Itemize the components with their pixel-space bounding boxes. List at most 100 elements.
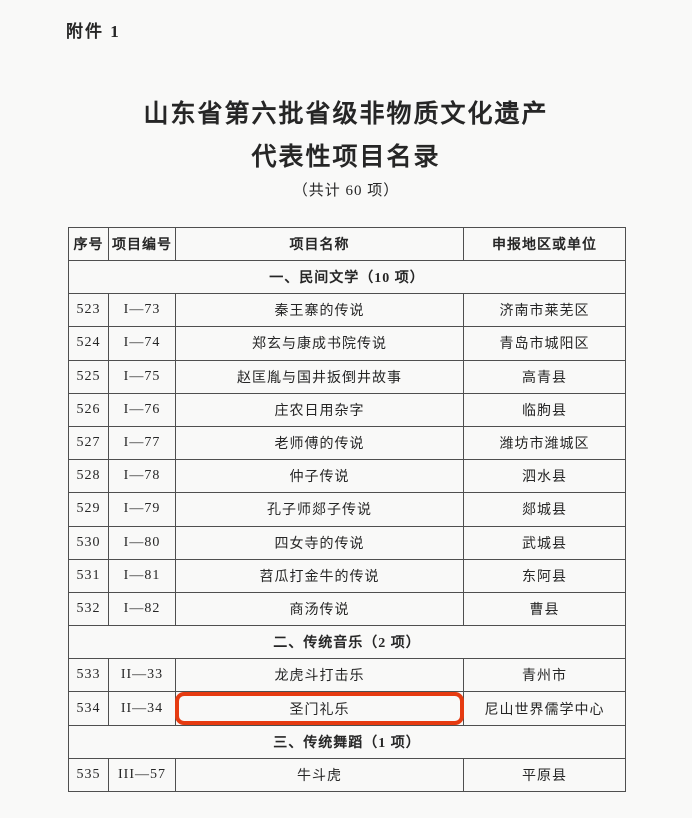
cell-unit-text: 青州市 xyxy=(522,669,567,685)
cell-name: 庄农日用杂字 xyxy=(175,392,464,427)
table-row: 529 I—79 孔子师郯子传说 郯城县 xyxy=(68,492,626,527)
cell-code-text: I—77 xyxy=(123,435,161,451)
cell-code: II—34 xyxy=(108,691,176,726)
cell-name-text: 龙虎斗打击乐 xyxy=(274,669,365,685)
header-name: 项目名称 xyxy=(175,227,464,261)
cell-no-text: 529 xyxy=(76,501,101,517)
cell-name: 秦王寨的传说 xyxy=(175,293,464,328)
cell-name: 郑玄与康成书院传说 xyxy=(175,326,464,361)
cell-code-text: I—82 xyxy=(123,600,161,616)
section-row: 三、传统舞蹈（1 项） xyxy=(68,724,626,759)
cell-unit-text: 潍坊市潍城区 xyxy=(499,437,590,453)
cell-name-text: 牛斗虎 xyxy=(297,768,342,784)
cell-no: 526 xyxy=(68,392,109,427)
cell-no-text: 523 xyxy=(76,302,101,318)
cell-code-text: I—73 xyxy=(123,302,161,318)
cell-no-text: 534 xyxy=(76,700,101,716)
table-header-row: 序号 项目编号 项目名称 申报地区或单位 xyxy=(68,227,626,261)
cell-code-text: II—34 xyxy=(120,700,164,716)
cell-unit: 郯城县 xyxy=(463,492,626,527)
cell-unit-text: 济南市莱芜区 xyxy=(499,304,590,320)
cell-unit: 高青县 xyxy=(463,359,626,394)
table-row: 534 II—34 圣门礼乐 尼山世界儒学中心 xyxy=(68,691,626,726)
table-row: 526 I—76 庄农日用杂字 临朐县 xyxy=(68,392,626,427)
cell-no-text: 533 xyxy=(76,667,101,683)
cell-code: III—57 xyxy=(108,757,176,793)
table-row: 531 I—81 苕瓜打金牛的传说 东阿县 xyxy=(68,558,626,593)
cell-code: I—74 xyxy=(108,326,176,361)
section-row: 二、传统音乐（2 项） xyxy=(68,625,626,660)
cell-code: I—80 xyxy=(108,525,176,560)
cell-unit: 青州市 xyxy=(463,658,626,693)
cell-unit-text: 临朐县 xyxy=(522,403,567,419)
cell-code: I—81 xyxy=(108,558,176,593)
cell-no-text: 535 xyxy=(76,766,101,782)
cell-no-text: 528 xyxy=(76,468,101,484)
cell-no: 535 xyxy=(68,757,109,793)
cell-no: 533 xyxy=(68,658,109,693)
cell-code-text: I—80 xyxy=(123,534,161,550)
title-line-2: 代表性项目名录 xyxy=(251,144,441,171)
header-row: 序号 项目编号 项目名称 申报地区或单位 xyxy=(68,227,626,261)
cell-unit: 尼山世界儒学中心 xyxy=(463,691,626,726)
table-row: 530 I—80 四女寺的传说 武城县 xyxy=(68,525,626,560)
heritage-table: 序号 项目编号 项目名称 申报地区或单位 一、民间文学（10 项） 523 I—73… xyxy=(68,227,626,793)
cell-code: I—76 xyxy=(108,392,176,427)
title-line-1: 山东省第六批省级非物质文化遗产 xyxy=(143,101,549,128)
cell-code: I—75 xyxy=(108,359,176,394)
cell-name: 牛斗虎 xyxy=(175,757,464,793)
table-row: 528 I—78 仲子传说 泗水县 xyxy=(68,459,626,494)
cell-no: 532 xyxy=(68,591,109,627)
subtitle-total-count: （共计 60 项） xyxy=(292,183,400,199)
cell-no: 523 xyxy=(68,293,109,328)
cell-name-text: 苕瓜打金牛的传说 xyxy=(259,569,380,585)
cell-code: I—82 xyxy=(108,591,176,627)
cell-unit: 平原县 xyxy=(463,757,626,793)
cell-code: I—78 xyxy=(108,459,176,494)
cell-no: 529 xyxy=(68,492,109,527)
cell-code-text: I—76 xyxy=(123,401,161,417)
cell-code: I—79 xyxy=(108,492,176,527)
cell-no-text: 530 xyxy=(76,534,101,550)
attachment-label: 附件 1 xyxy=(66,22,121,41)
table-row: 524 I—74 郑玄与康成书院传说 青岛市城阳区 xyxy=(68,326,626,361)
cell-code-text: I—78 xyxy=(123,468,161,484)
cell-code-text: III—57 xyxy=(118,766,166,782)
cell-name: 圣门礼乐 xyxy=(175,691,464,726)
table-row: 533 II—33 龙虎斗打击乐 青州市 xyxy=(68,658,626,693)
cell-unit: 东阿县 xyxy=(463,558,626,593)
cell-unit-text: 平原县 xyxy=(522,768,567,784)
section-label: 三、传统舞蹈（1 项） xyxy=(68,724,626,759)
cell-no: 524 xyxy=(68,326,109,361)
cell-unit: 曹县 xyxy=(463,591,626,627)
cell-code: II—33 xyxy=(108,658,176,693)
cell-name: 老师傅的传说 xyxy=(175,425,464,461)
cell-no: 534 xyxy=(68,691,109,726)
cell-name-text: 仲子传说 xyxy=(289,470,350,486)
header-code: 项目编号 xyxy=(108,227,176,261)
cell-name-text: 秦王寨的传说 xyxy=(274,304,365,320)
cell-name-text: 赵匡胤与国井扳倒井故事 xyxy=(237,370,402,386)
table-row: 527 I—77 老师傅的传说 潍坊市潍城区 xyxy=(68,425,626,461)
header-unit: 申报地区或单位 xyxy=(463,227,626,261)
cell-unit-text: 高青县 xyxy=(522,370,567,386)
cell-no: 530 xyxy=(68,525,109,560)
cell-unit: 武城县 xyxy=(463,525,626,560)
cell-name-text: 商汤传说 xyxy=(289,602,350,618)
section-row: 一、民间文学（10 项） xyxy=(68,259,626,295)
table-row: 525 I—75 赵匡胤与国井扳倒井故事 高青县 xyxy=(68,359,626,394)
cell-unit: 青岛市城阳区 xyxy=(463,326,626,361)
table-row: 532 I—82 商汤传说 曹县 xyxy=(68,591,626,627)
cell-no: 528 xyxy=(68,459,109,494)
cell-name: 赵匡胤与国井扳倒井故事 xyxy=(175,359,464,394)
section-label: 二、传统音乐（2 项） xyxy=(68,625,626,660)
cell-name-text: 四女寺的传说 xyxy=(274,536,365,552)
cell-unit-text: 曹县 xyxy=(529,602,560,618)
cell-name-text: 庄农日用杂字 xyxy=(274,403,365,419)
cell-no-text: 524 xyxy=(76,335,101,351)
cell-unit: 济南市莱芜区 xyxy=(463,293,626,328)
cell-no-text: 532 xyxy=(76,600,101,616)
document-title: 山东省第六批省级非物质文化遗产 代表性项目名录 xyxy=(0,93,692,179)
cell-no: 531 xyxy=(68,558,109,593)
